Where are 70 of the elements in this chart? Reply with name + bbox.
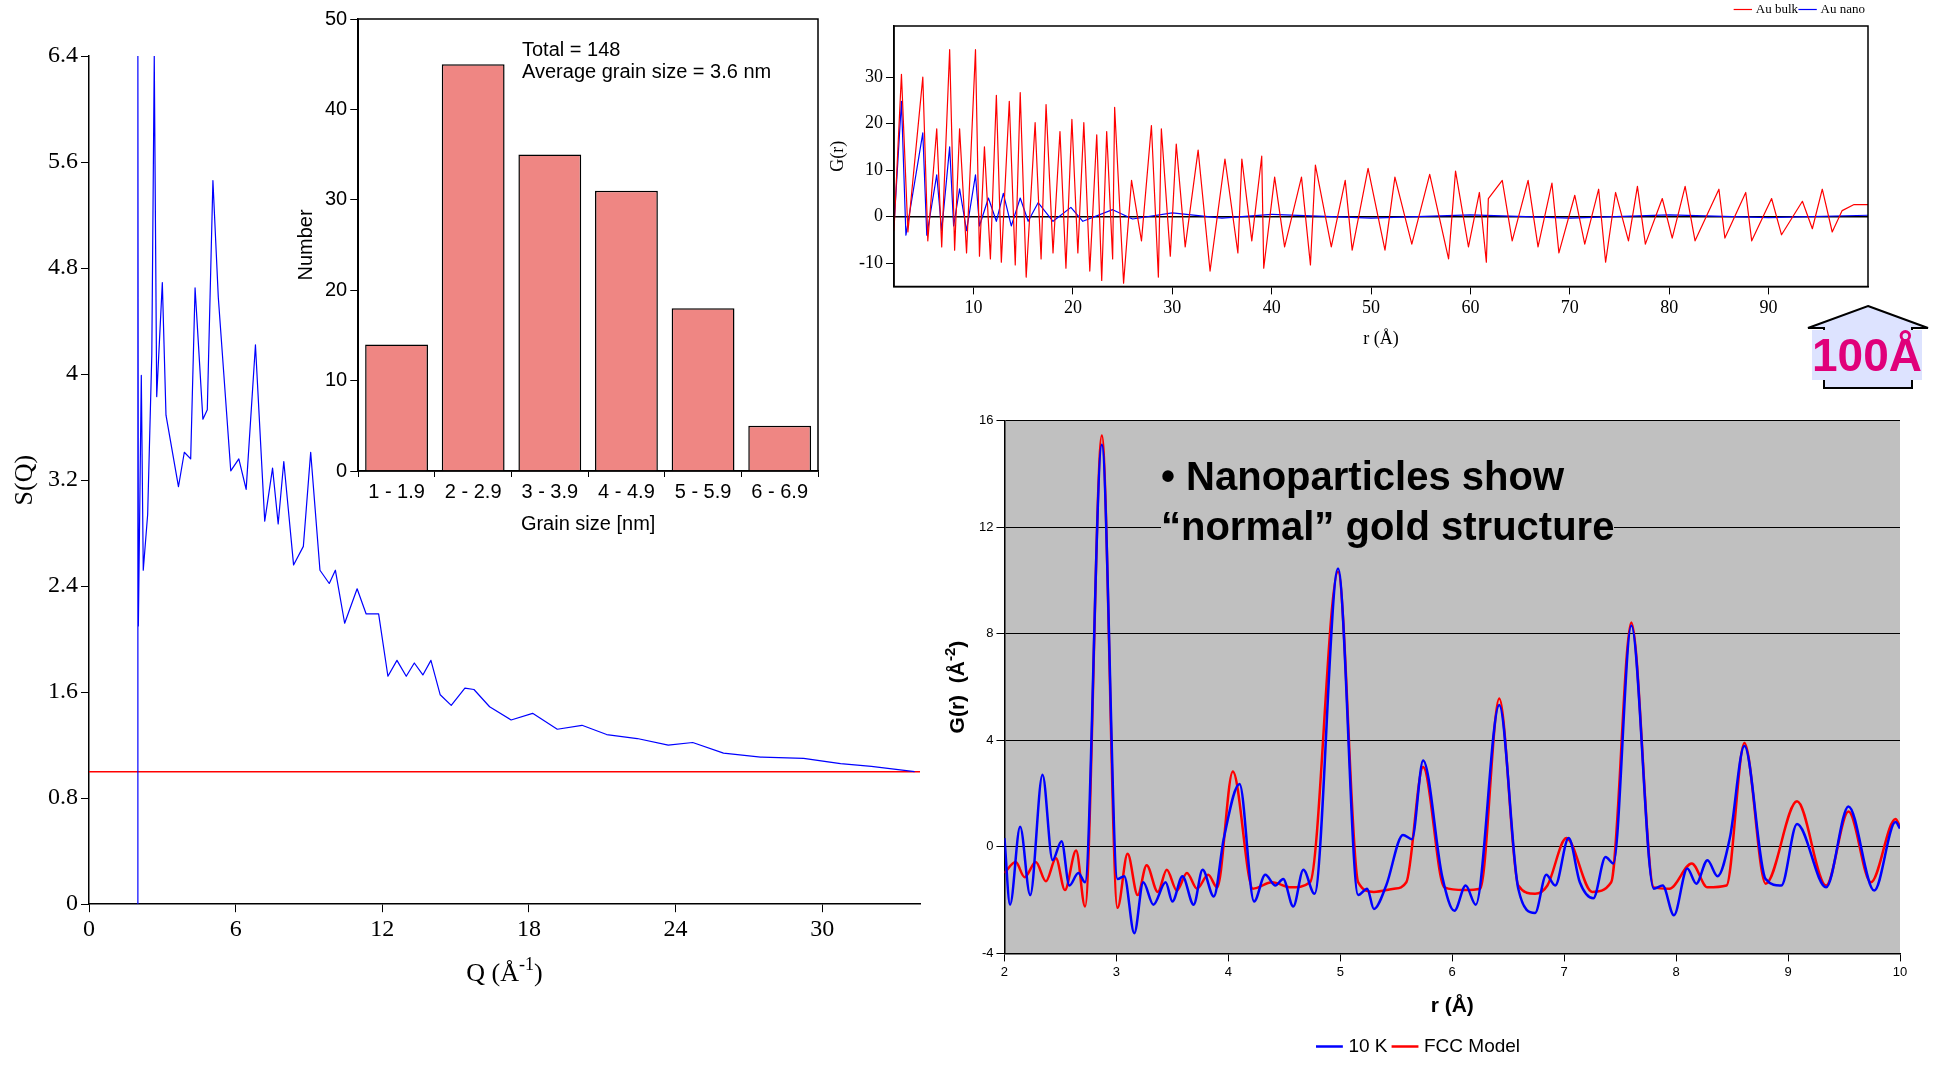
x-tick-label: 10 [1892,963,1908,979]
x-tick-label: 5 - 5.9 [674,479,732,502]
y-tick-label: 20 [864,112,883,133]
annotation: Average grain size = 3.6 nm [522,60,772,82]
y-tick-label: 12 [978,518,994,534]
x-tick-label: 2 - 2.9 [444,479,502,502]
y-tick-label: 8 [986,625,994,641]
legend-label: FCC Model [1424,1034,1521,1056]
x-tick-label: 30 [1163,296,1182,317]
annotation: Total = 148 [522,38,621,60]
y-tick-label: 1.6 [48,677,78,704]
x-tick-label: 90 [1759,296,1778,317]
x-tick-label: 24 [663,914,688,941]
y-axis-title: S(Q) [8,454,38,506]
y-tick-label: 30 [864,65,883,86]
x-tick-label: 18 [516,914,541,941]
y-axis-title: G(r) [826,140,848,172]
x-tick-label: 12 [370,914,395,941]
y-tick-label: 16 [978,412,994,428]
x-tick-label: 70 [1560,296,1579,317]
x-axis-title: r (Å) [1430,992,1474,1016]
x-tick-label: 0 [83,914,95,941]
y-tick-label: 50 [325,6,348,29]
x-tick-label: 5 [1336,963,1344,979]
x-tick-label: 80 [1660,296,1679,317]
y-tick-label: 4 [66,359,78,386]
text: 100Å [1812,329,1922,381]
x-tick-label: 9 [1784,963,1792,979]
legend-label: Au bulk [1755,0,1799,16]
y-tick-label: 4 [986,731,994,747]
x-tick-label: 40 [1262,296,1281,317]
y-axis-title: Number [293,209,316,281]
x-tick-label: 2 [1000,963,1009,979]
y-tick-label: 40 [325,96,348,119]
x-tick-label: 20 [1063,296,1082,317]
x-axis-title: r (Å) [1363,327,1399,349]
y-tick-label: 6.4 [48,41,78,68]
y-tick-label: 4.8 [48,253,78,280]
y-tick-label: 0.8 [48,783,78,810]
x-tick-label: 6 [1448,963,1456,979]
y-tick-label: 10 [325,368,348,391]
y-tick-label: 0 [873,205,883,226]
y-tick-label: 2.4 [48,571,78,598]
y-tick-label: 0 [336,458,348,481]
x-axis-title: Grain size [nm] [520,511,656,534]
y-tick-label: -10 [858,251,883,272]
x-tick-label: 4 [1224,963,1232,979]
y-tick-label: 10 [864,158,883,179]
y-tick-label: 30 [325,187,348,210]
y-tick-label: 20 [325,277,348,300]
x-tick-label: 4 - 4.9 [598,479,655,502]
legend-label: Au nano [1820,0,1866,16]
x-tick-label: 50 [1362,296,1381,317]
y-tick-label: 3.2 [48,465,78,492]
x-tick-label: 3 - 3.9 [521,479,579,502]
x-tick-label: 30 [810,914,835,941]
x-tick-label: 60 [1461,296,1480,317]
x-tick-label: 6 - 6.9 [751,479,809,502]
x-tick-label: 8 [1672,963,1680,979]
x-tick-label: 6 [229,914,242,941]
y-tick-label: 0 [986,838,994,854]
y-axis-title: G(r) (Å-2) [940,640,968,734]
y-tick-label: 0 [66,889,78,916]
x-tick-label: 1 - 1.9 [368,479,425,502]
y-tick-label: -4 [981,944,994,960]
y-tick-label: 5.6 [48,147,78,174]
annotation: • Nanoparticles show “normal” gold structure [1161,454,1615,548]
x-tick-label: 7 [1560,963,1568,979]
legend-label: 10 K [1348,1034,1388,1056]
x-tick-label: 3 [1112,963,1121,979]
